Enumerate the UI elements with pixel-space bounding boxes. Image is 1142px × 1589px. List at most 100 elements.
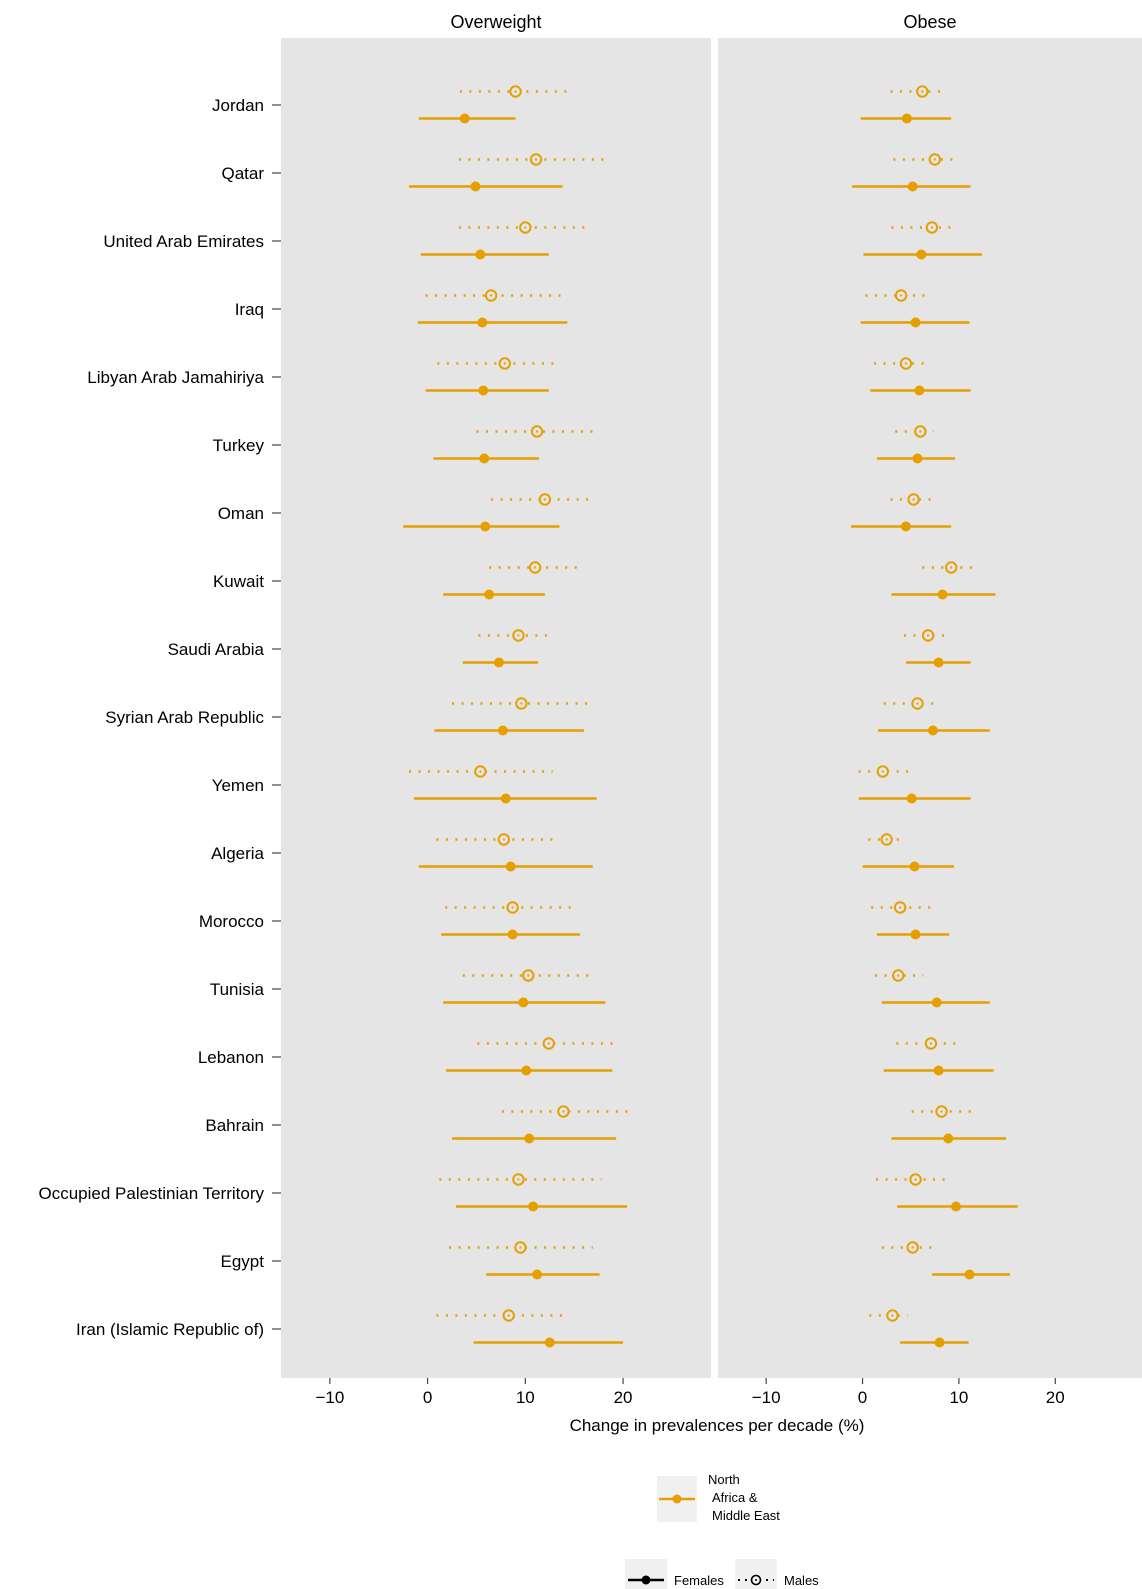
row-oman-overweight [403, 493, 592, 532]
legend-region-point [672, 1494, 682, 1504]
females-point [479, 453, 490, 464]
row-jordan-overweight [418, 85, 569, 124]
females-point [507, 929, 518, 940]
males-point-center [950, 566, 953, 569]
row-algeria-obese [862, 833, 955, 872]
legend-females-label: Females [674, 1573, 724, 1588]
y-tick-label-qatar: Qatar [221, 164, 264, 183]
x-tick-label: 0 [858, 1388, 867, 1407]
females-point [909, 861, 920, 872]
males-point-center [490, 294, 493, 297]
row-iran-islamic-republic-of-overweight [436, 1309, 624, 1348]
males-point-center [933, 158, 936, 161]
females-point [931, 997, 942, 1008]
row-tunisia-overweight [443, 969, 606, 1008]
y-tick-label-libyan-arab-jamahiriya: Libyan Arab Jamahiriya [87, 368, 264, 387]
row-yemen-obese [858, 765, 971, 804]
legend-region-label-2: Africa & [712, 1490, 758, 1505]
males-point-center [520, 702, 523, 705]
males-point-center [502, 838, 505, 841]
y-tick-label-turkey: Turkey [213, 436, 265, 455]
females-point [493, 657, 504, 668]
row-lebanon-overweight [446, 1037, 614, 1076]
panel-overweight: Overweight [281, 12, 711, 1378]
row-libyan-arab-jamahiriya-obese [870, 357, 971, 396]
males-point-center [914, 1178, 917, 1181]
y-tick-label-yemen: Yemen [212, 776, 264, 795]
row-morocco-obese [871, 901, 950, 940]
legend-males-point-center [755, 1579, 757, 1581]
males-point-center [921, 90, 924, 93]
males-point-center [916, 702, 919, 705]
panel-background-obese [718, 38, 1142, 1378]
row-occupied-palestinian-territory-obese [876, 1173, 1018, 1212]
males-point-center [511, 906, 514, 909]
row-qatar-obese [851, 153, 971, 192]
males-point-center [919, 430, 922, 433]
panel-obese: Obese [718, 12, 1142, 1378]
row-united-arab-emirates-obese [863, 221, 983, 260]
males-point-center [562, 1110, 565, 1113]
row-iran-islamic-republic-of-obese [869, 1309, 969, 1348]
males-point-center [517, 1178, 520, 1181]
females-point [480, 521, 491, 532]
males-point-center [479, 770, 482, 773]
y-tick-label-egypt: Egypt [221, 1252, 265, 1271]
females-point [907, 181, 918, 192]
females-point [532, 1269, 543, 1280]
females-point [910, 317, 921, 328]
females-point [937, 589, 948, 600]
females-point [524, 1133, 535, 1144]
males-point-center [535, 430, 539, 433]
y-tick-label-united-arab-emirates: United Arab Emirates [103, 232, 264, 251]
females-point [470, 181, 481, 192]
females-point [933, 1065, 944, 1076]
x-tick-label: 20 [614, 1388, 633, 1407]
males-point-center [534, 158, 538, 161]
females-point [964, 1269, 975, 1280]
females-point [500, 793, 511, 804]
y-tick-label-morocco: Morocco [199, 912, 264, 931]
x-tick-label: −10 [315, 1388, 344, 1407]
males-point-center [904, 362, 908, 365]
row-saudi-arabia-obese [903, 629, 971, 668]
y-tick-label-saudi-arabia: Saudi Arabia [168, 640, 265, 659]
females-point [910, 929, 921, 940]
legend-series: Females Males [625, 1559, 819, 1589]
females-point [505, 861, 516, 872]
y-tick-label-bahrain: Bahrain [205, 1116, 264, 1135]
x-axis: −10 0 10 20 −10 0 10 20 [315, 1378, 1065, 1407]
row-turkey-overweight [433, 425, 596, 464]
males-point-center [533, 566, 537, 569]
y-tick-label-lebanon: Lebanon [198, 1048, 264, 1067]
males-point-center [514, 90, 517, 93]
row-tunisia-obese [875, 969, 990, 1008]
females-point [933, 657, 944, 668]
males-point-center [507, 1314, 510, 1317]
females-point [528, 1201, 539, 1212]
row-syrian-arab-republic-overweight [434, 697, 589, 736]
y-axis: Jordan Qatar United Arab Emirates Iraq Libya… [38, 96, 281, 1339]
y-tick-label-syrian-arab-republic: Syrian Arab Republic [105, 708, 264, 727]
females-point [459, 113, 470, 124]
y-tick-label-jordan: Jordan [212, 96, 264, 115]
y-tick-label-kuwait: Kuwait [213, 572, 264, 591]
row-occupied-palestinian-territory-overweight [439, 1173, 627, 1212]
x-tick-label: −10 [752, 1388, 781, 1407]
x-axis-title: Change in prevalences per decade (%) [570, 1416, 865, 1435]
row-algeria-overweight [418, 833, 593, 872]
row-syrian-arab-republic-obese [877, 697, 990, 736]
males-point-center [912, 498, 915, 501]
y-tick-label-iran-islamic-republic-of: Iran (Islamic Republic of) [76, 1320, 264, 1339]
row-kuwait-overweight [443, 561, 581, 600]
females-point [477, 317, 488, 328]
females-point [943, 1133, 954, 1144]
males-point-center [899, 906, 902, 909]
males-point-center [524, 226, 527, 229]
y-tick-label-oman: Oman [218, 504, 264, 523]
females-point [912, 453, 923, 464]
females-point [927, 725, 938, 736]
panel-background-overweight [281, 38, 711, 1378]
legend-region-label-1: North [708, 1472, 740, 1487]
